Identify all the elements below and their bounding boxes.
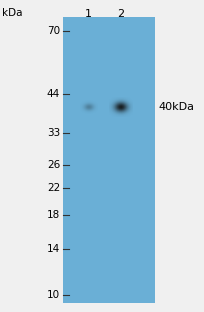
- Text: 18: 18: [47, 210, 60, 220]
- Text: 40kDa: 40kDa: [158, 102, 194, 112]
- Text: kDa: kDa: [2, 8, 22, 18]
- Text: 26: 26: [47, 160, 60, 170]
- Bar: [62, 17, 154, 303]
- Text: 70: 70: [47, 26, 60, 36]
- Text: 1: 1: [84, 9, 91, 19]
- Text: 2: 2: [117, 9, 124, 19]
- Text: 10: 10: [47, 290, 60, 300]
- Text: 14: 14: [47, 244, 60, 254]
- Text: 33: 33: [47, 128, 60, 138]
- Text: 22: 22: [47, 183, 60, 193]
- Text: 44: 44: [47, 89, 60, 99]
